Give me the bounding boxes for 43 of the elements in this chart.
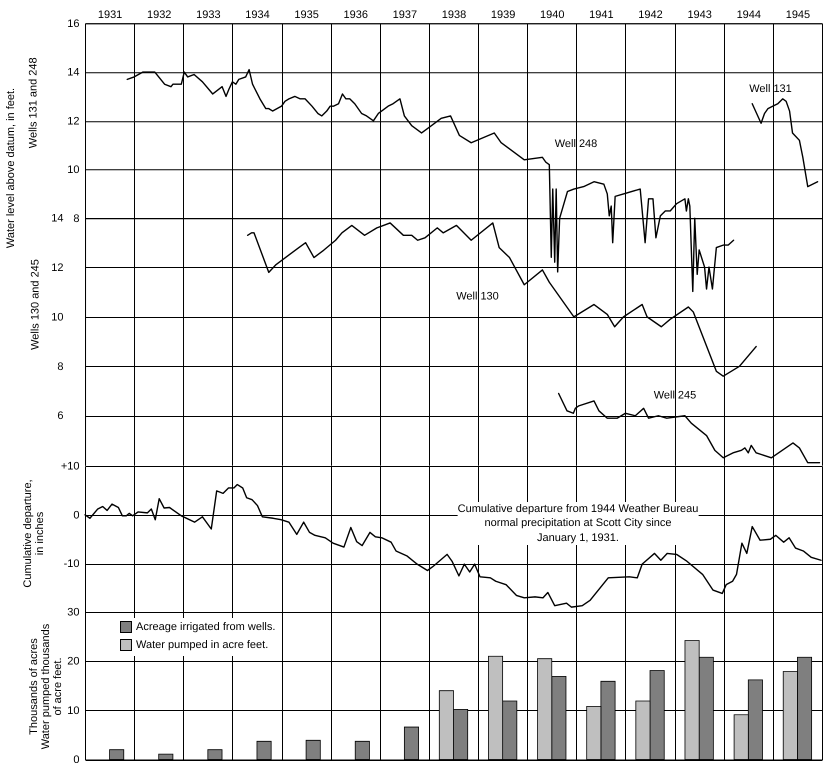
x-tick-label: 1940 xyxy=(540,8,564,21)
y-tick-label: 8 xyxy=(73,212,80,225)
x-tick-label: 1935 xyxy=(294,8,319,21)
x-tick-label: 1931 xyxy=(98,8,122,21)
x-tick-label: 1937 xyxy=(392,8,418,21)
x-tick-label: 1936 xyxy=(344,8,368,21)
x-tick-label: 1943 xyxy=(687,8,712,21)
x-tick-label: 1945 xyxy=(786,8,810,21)
legend-label: Water pumped in acre feet. xyxy=(136,639,268,651)
y-tick-label: 12 xyxy=(51,262,64,274)
y-axis-title: Wells 130 and 245 xyxy=(30,259,42,350)
y-tick-label: 30 xyxy=(67,606,80,618)
y-tick-label: 10 xyxy=(67,704,80,717)
y-tick-label: 6 xyxy=(57,410,64,423)
series-label: Well 245 xyxy=(654,390,696,402)
y-tick-label: 20 xyxy=(67,656,80,668)
y-tick-label: 10 xyxy=(51,312,64,324)
y-tick-label: 12 xyxy=(67,115,80,128)
y-tick-label: 0 xyxy=(73,508,80,521)
x-tick-label: 1932 xyxy=(146,8,172,21)
y-tick-label: +10 xyxy=(60,460,80,472)
x-tick-label: 1942 xyxy=(638,8,663,21)
x-tick-label: 1941 xyxy=(589,8,614,21)
legend-label: Acreage irrigated from wells. xyxy=(136,621,276,633)
text: Well 130 xyxy=(456,290,499,303)
y-axis-title: Cumulative departure, in inches xyxy=(22,478,46,588)
x-tick-label: 1944 xyxy=(736,8,762,21)
text: Water level above datum, in feet. xyxy=(5,88,18,248)
x-tick-label: 1939 xyxy=(490,8,516,21)
series-label: Well 248 xyxy=(554,138,598,150)
y-tick-label: 14 xyxy=(51,212,64,225)
y-tick-label: 16 xyxy=(67,18,80,30)
x-tick-label: 1933 xyxy=(196,8,221,21)
y-tick-label: -10 xyxy=(64,558,80,570)
y-axis-title: Wells 131 and 248 xyxy=(28,57,40,148)
x-tick-label: 1934 xyxy=(245,8,270,21)
y-axis-title: Thousands of acres Water pumped thousands of acre feet. xyxy=(28,623,64,750)
y-tick-label: 8 xyxy=(57,361,64,374)
series-label: Well 131 xyxy=(749,83,792,95)
y-tick-label: 14 xyxy=(67,66,80,79)
x-tick-label: 1938 xyxy=(442,8,466,21)
y-tick-label: 10 xyxy=(67,164,80,176)
annotation: Cumulative departure from 1944 Weather Bureau normal precipitation at Scott City since January 1, 1931. xyxy=(458,502,698,546)
